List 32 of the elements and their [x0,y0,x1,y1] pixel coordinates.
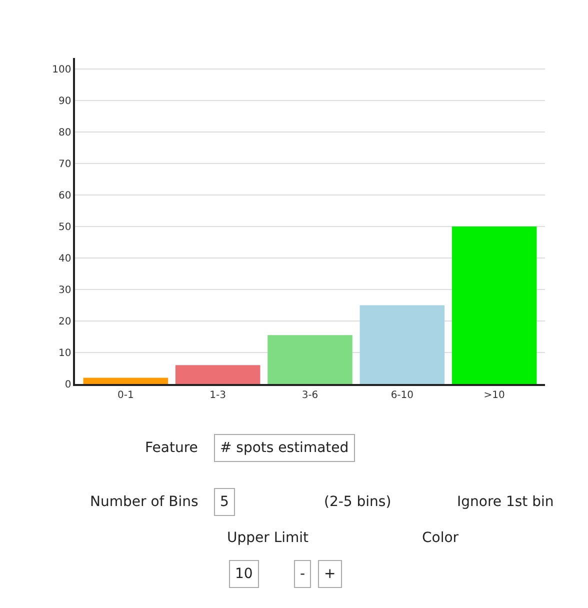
text: (2-5 bins) [324,494,392,510]
text: # spots estimated [220,440,349,456]
text: - [300,566,306,582]
text: + [324,566,336,582]
text: Number of Bins [90,494,198,510]
text: 10 [235,566,253,582]
y-tick-label: 20 [58,316,72,328]
y-tick-label: 70 [58,159,72,170]
x-tick-label: >10 [484,390,505,401]
y-tick-label: 80 [58,128,72,139]
bar [175,365,260,384]
y-tick-label: 60 [58,190,72,202]
x-tick-label: 1-3 [210,390,226,401]
x-tick-label: 3-6 [302,390,318,401]
y-tick-label: 30 [58,285,72,296]
text: Color [422,530,459,546]
text: Ignore 1st bin [457,494,554,510]
text: 5 [220,494,229,510]
text: Feature [145,440,198,456]
bar [452,226,537,384]
x-tick-label: 6-10 [390,390,414,401]
y-tick-label: 40 [58,254,72,265]
x-tick-label: 0-1 [118,390,134,401]
bar [268,335,352,384]
bar [83,378,168,384]
y-tick-label: 0 [64,380,72,390]
bar [360,305,445,384]
y-tick-label: 90 [58,96,72,108]
y-tick-label: 10 [58,348,72,359]
y-tick-label: 100 [52,64,72,76]
y-tick-label: 50 [58,222,72,234]
text: Upper Limit [227,530,310,546]
